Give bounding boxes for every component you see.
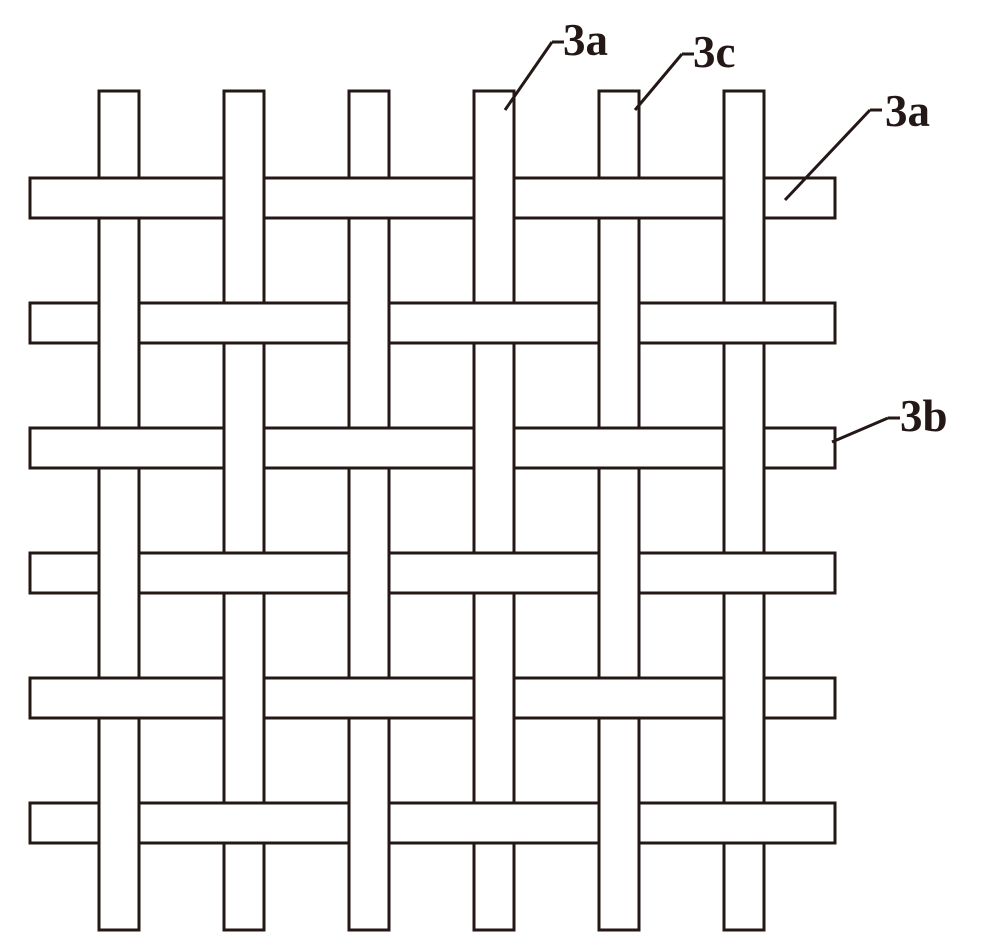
label-3a-top: 3a xyxy=(563,14,608,66)
leader-3c xyxy=(635,54,682,110)
horizontal-bar-2 xyxy=(30,428,835,468)
label-3c: 3c xyxy=(693,26,735,78)
horizontal-bar-3 xyxy=(30,553,835,593)
horizontal-bar-0 xyxy=(30,178,835,218)
leader-3a-right xyxy=(785,110,870,200)
horizontal-bar-4 xyxy=(30,678,835,718)
leader-3a-top xyxy=(505,42,552,110)
label-3b: 3b xyxy=(900,390,948,442)
diagram-canvas: 3a 3c 3a 3b xyxy=(0,0,1000,949)
horizontal-bar-5 xyxy=(30,803,835,843)
grid-svg xyxy=(0,0,1000,949)
leader-3b xyxy=(832,418,888,442)
horizontal-bar-1 xyxy=(30,303,835,343)
label-3a-right: 3a xyxy=(885,85,930,137)
